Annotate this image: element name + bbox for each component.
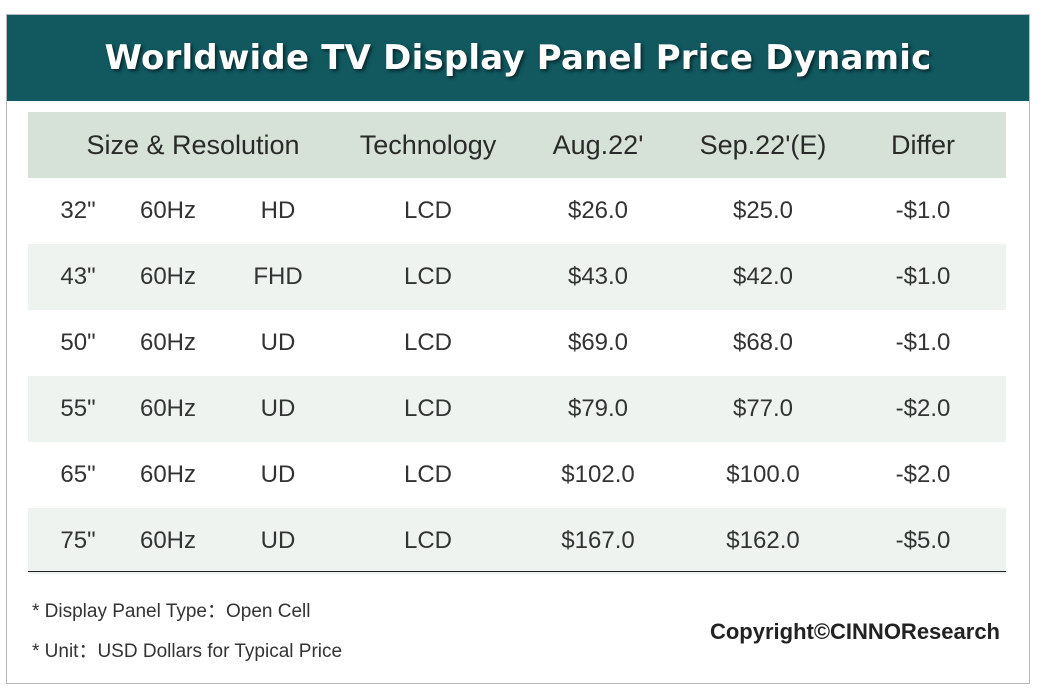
cell-sep-price: $42.0 [732, 263, 794, 290]
cell-resolution: UD [260, 329, 296, 356]
table-row: 65" 60Hz UD LCD $102.0 $100.0 -$2.0 [28, 442, 1006, 508]
cell-size: 43" [60, 263, 96, 290]
table-row: 32" 60Hz HD LCD $26.0 $25.0 -$1.0 [28, 178, 1006, 244]
price-table: Size & Resolution Technology Aug.22' Sep… [28, 112, 1006, 574]
cell-sep-price: $68.0 [732, 329, 794, 356]
note-unit: * Unit：USD Dollars for Typical Price [32, 641, 343, 662]
cell-size: 32" [60, 197, 96, 224]
cell-aug-price: $43.0 [567, 263, 629, 290]
table-header-row: Size & Resolution Technology Aug.22' Sep… [28, 112, 1006, 178]
cell-resolution: UD [260, 461, 296, 488]
cell-sep-price: $162.0 [726, 527, 800, 554]
cell-sep-price: $77.0 [732, 395, 794, 422]
cell-sep-price: $25.0 [732, 197, 794, 224]
cell-differ: -$2.0 [895, 395, 951, 422]
table-row: 50" 60Hz UD LCD $69.0 $68.0 -$1.0 [28, 310, 1006, 376]
cell-size: 55" [60, 395, 96, 422]
cell-technology: LCD [403, 527, 452, 554]
cell-aug-price: $167.0 [561, 527, 635, 554]
cell-technology: LCD [403, 395, 452, 422]
column-header-differ: Differ [890, 129, 956, 160]
cell-technology: LCD [403, 263, 452, 290]
cell-sep-price: $100.0 [726, 461, 800, 488]
column-header-sep: Sep.22'(E) [699, 129, 827, 160]
table-row: 43" 60Hz FHD LCD $43.0 $42.0 -$1.0 [28, 244, 1006, 310]
column-header-size-resolution: Size & Resolution [86, 129, 300, 160]
cell-aug-price: $26.0 [567, 197, 629, 224]
cell-differ: -$1.0 [895, 263, 951, 290]
table-body: 32" 60Hz HD LCD $26.0 $25.0 -$1.0 43" 60Hz FHD LCD… [28, 178, 1006, 574]
table-bottom-rule [28, 571, 1006, 572]
cell-size: 75" [60, 527, 96, 554]
column-header-aug: Aug.22' [552, 129, 644, 160]
chart-title: Worldwide TV Display Panel Price Dynamic [104, 38, 932, 78]
cell-technology: LCD [403, 461, 452, 488]
cell-refresh-rate: 60Hz [139, 461, 197, 488]
cell-refresh-rate: 60Hz [139, 263, 197, 290]
note-panel-type: * Display Panel Type：Open Cell [32, 601, 311, 622]
cell-technology: LCD [403, 197, 452, 224]
cell-refresh-rate: 60Hz [139, 395, 197, 422]
cell-aug-price: $79.0 [567, 395, 629, 422]
cell-size: 50" [60, 329, 96, 356]
cell-differ: -$2.0 [895, 461, 951, 488]
column-header-technology: Technology [359, 129, 497, 160]
title-bar: Worldwide TV Display Panel Price Dynamic [7, 15, 1029, 101]
cell-resolution: UD [260, 395, 296, 422]
cell-resolution: FHD [253, 263, 303, 290]
copyright-label: Copyright©CINNOResearch [709, 619, 1000, 644]
cell-size: 65" [60, 461, 96, 488]
cell-refresh-rate: 60Hz [139, 527, 197, 554]
cell-resolution: HD [260, 197, 296, 224]
cell-technology: LCD [403, 329, 452, 356]
table-row: 75" 60Hz UD LCD $167.0 $162.0 -$5.0 [28, 508, 1006, 574]
cell-resolution: UD [260, 527, 296, 554]
cell-aug-price: $69.0 [567, 329, 629, 356]
cell-refresh-rate: 60Hz [139, 197, 197, 224]
table-row: 55" 60Hz UD LCD $79.0 $77.0 -$2.0 [28, 376, 1006, 442]
cell-differ: -$1.0 [895, 197, 951, 224]
cell-aug-price: $102.0 [561, 461, 635, 488]
cell-differ: -$1.0 [895, 329, 951, 356]
cell-differ: -$5.0 [895, 527, 951, 554]
cell-refresh-rate: 60Hz [139, 329, 197, 356]
